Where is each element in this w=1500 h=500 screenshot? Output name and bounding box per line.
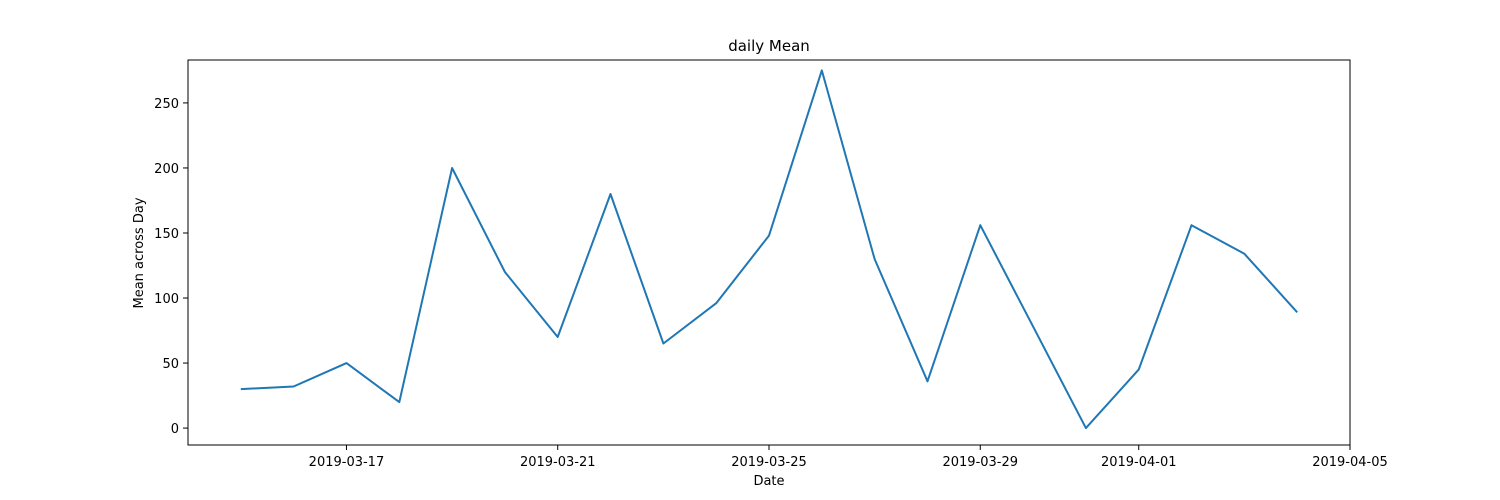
series-line [240, 69, 1298, 430]
x-tick-label: 2019-03-21 [520, 455, 596, 470]
x-tick-label: 2019-03-29 [942, 455, 1018, 470]
y-tick-label: 250 [154, 97, 179, 112]
y-tick-label: 50 [162, 357, 179, 372]
x-axis-label: Date [753, 474, 784, 489]
chart-title: daily Mean [728, 37, 810, 55]
x-tick-label: 2019-03-25 [731, 455, 807, 470]
plot-frame [187, 59, 1351, 446]
x-tick-label: 2019-04-05 [1312, 455, 1388, 470]
y-tick-label: 200 [154, 162, 179, 177]
x-tick-label: 2019-04-01 [1101, 455, 1177, 470]
y-axis-label: Mean across Day [132, 197, 147, 308]
series-group [240, 69, 1298, 430]
x-tick-label: 2019-03-17 [309, 455, 385, 470]
axis-ticks: 2019-03-17 2019-03-21 2019-03-25 2019-03-29… [154, 97, 1388, 470]
y-tick-label: 150 [154, 227, 179, 242]
y-tick-label: 0 [171, 422, 179, 437]
y-tick-label: 100 [154, 292, 179, 307]
